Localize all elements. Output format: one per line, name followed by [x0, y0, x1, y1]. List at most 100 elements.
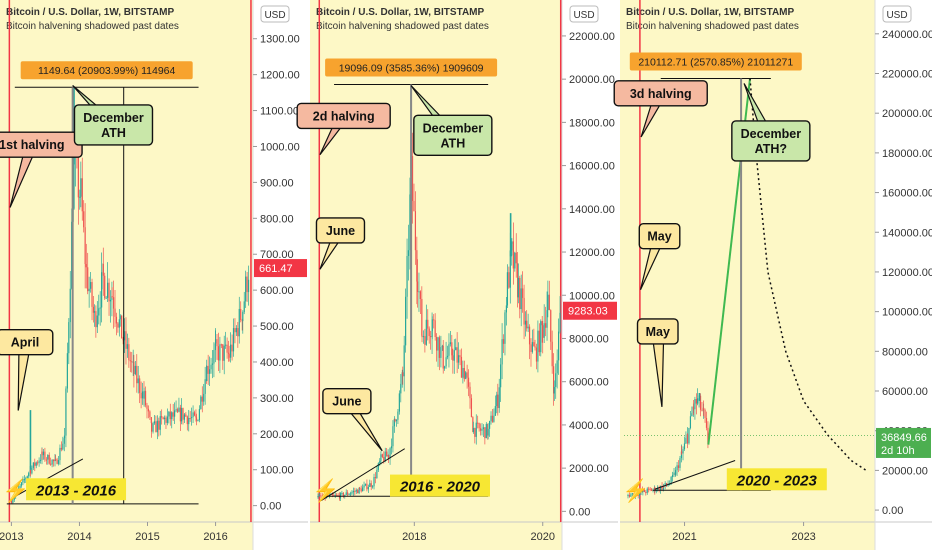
candle-body — [451, 342, 453, 356]
candle-body — [470, 398, 473, 418]
candle-body — [697, 398, 699, 404]
price-axis-background — [562, 0, 618, 550]
candle-body — [99, 307, 101, 309]
candle-body — [558, 331, 560, 361]
candle-body — [384, 451, 386, 462]
candle-body — [140, 392, 142, 399]
candle-body — [465, 372, 467, 379]
candle-body — [367, 486, 369, 490]
candle-body — [556, 360, 558, 374]
candle-body — [20, 482, 23, 486]
candle-body — [369, 483, 371, 487]
callout-text: ATH — [101, 126, 126, 140]
candle-body — [242, 312, 244, 322]
y-tick-label: 0.00 — [569, 506, 590, 518]
measure-label-box — [629, 52, 802, 71]
candle-body — [191, 417, 193, 419]
candle-body — [545, 323, 547, 328]
candle-body — [472, 428, 474, 432]
candle-body — [671, 474, 674, 478]
candle-body — [39, 459, 42, 461]
candle-body — [497, 394, 499, 409]
candle-body — [657, 487, 659, 491]
candle-body — [12, 499, 14, 503]
candle-body — [519, 277, 521, 310]
candle-body — [320, 495, 322, 497]
candle-body — [493, 415, 495, 422]
candle-body — [416, 281, 419, 292]
candle-body — [182, 407, 184, 420]
candle-body — [132, 361, 134, 363]
candle-body — [101, 272, 103, 308]
candle-body — [664, 483, 666, 487]
candle-body — [695, 399, 697, 404]
candle-body — [441, 345, 443, 348]
y-tick-label: 18000.00 — [569, 117, 615, 129]
candle-body — [406, 255, 408, 297]
candle-body — [198, 409, 200, 421]
candle-body — [87, 267, 89, 292]
y-tick-label: 2000.00 — [569, 463, 609, 475]
candle-body — [105, 297, 107, 299]
candle-body — [421, 335, 423, 337]
candle-body — [666, 483, 668, 486]
candle-body — [433, 319, 435, 321]
candle-body — [342, 492, 344, 497]
chart-title: Bitcoin / U.S. Dollar, 1W, BITSTAMP — [316, 7, 484, 18]
candle-body — [534, 346, 536, 348]
candle-body — [147, 408, 150, 412]
candle-body — [180, 407, 183, 422]
y-tick-label: 600.00 — [260, 285, 294, 297]
candle-body — [324, 494, 326, 498]
y-tick-label: 0.00 — [882, 505, 903, 517]
candle-body — [144, 390, 147, 406]
candle-body — [317, 495, 319, 498]
candle-body — [237, 328, 239, 337]
y-tick-label: 80000.00 — [882, 346, 928, 358]
candle-body — [128, 344, 130, 361]
candle-body — [649, 488, 651, 490]
candle-body — [627, 494, 629, 496]
candle-body — [541, 321, 543, 326]
y-tick-label: 160000.00 — [882, 188, 932, 200]
candle-body — [457, 355, 460, 363]
candle-body — [13, 497, 15, 500]
callout-text: 2d halving — [313, 109, 375, 123]
candle-body — [334, 495, 336, 497]
candle-body — [428, 328, 430, 337]
candle-body — [96, 315, 98, 328]
callout-text: April — [11, 336, 39, 350]
candle-body — [333, 495, 335, 497]
candle-body — [401, 372, 403, 384]
period-label-box — [26, 478, 127, 501]
candle-body — [670, 477, 672, 484]
y-tick-label: 20000.00 — [569, 74, 615, 86]
x-tick-label: 2015 — [135, 531, 159, 543]
candle-body — [469, 386, 471, 399]
candle-body — [414, 211, 417, 251]
y-tick-label: 500.00 — [260, 321, 294, 333]
candle-body — [553, 366, 555, 394]
candle-body — [197, 420, 199, 422]
candle-body — [52, 459, 55, 462]
candle-body — [370, 483, 372, 487]
x-tick-label: 2021 — [672, 531, 696, 543]
chart-title: Bitcoin / U.S. Dollar, 1W, BITSTAMP — [6, 7, 174, 18]
candle-body — [477, 422, 479, 424]
candle-body — [688, 427, 690, 444]
candle-body — [35, 462, 37, 466]
candle-body — [29, 469, 32, 474]
candle-body — [247, 279, 250, 293]
y-tick-label: 100.00 — [260, 465, 294, 477]
candle-body — [158, 420, 160, 430]
candle-body — [150, 422, 153, 432]
candle-body — [514, 252, 516, 269]
candle-body — [628, 494, 631, 497]
candle-body — [95, 311, 97, 328]
candle-body — [673, 472, 675, 475]
candle-body — [62, 443, 64, 450]
candle-body — [143, 390, 145, 399]
candle-body — [204, 379, 206, 394]
candle-body — [631, 493, 633, 495]
